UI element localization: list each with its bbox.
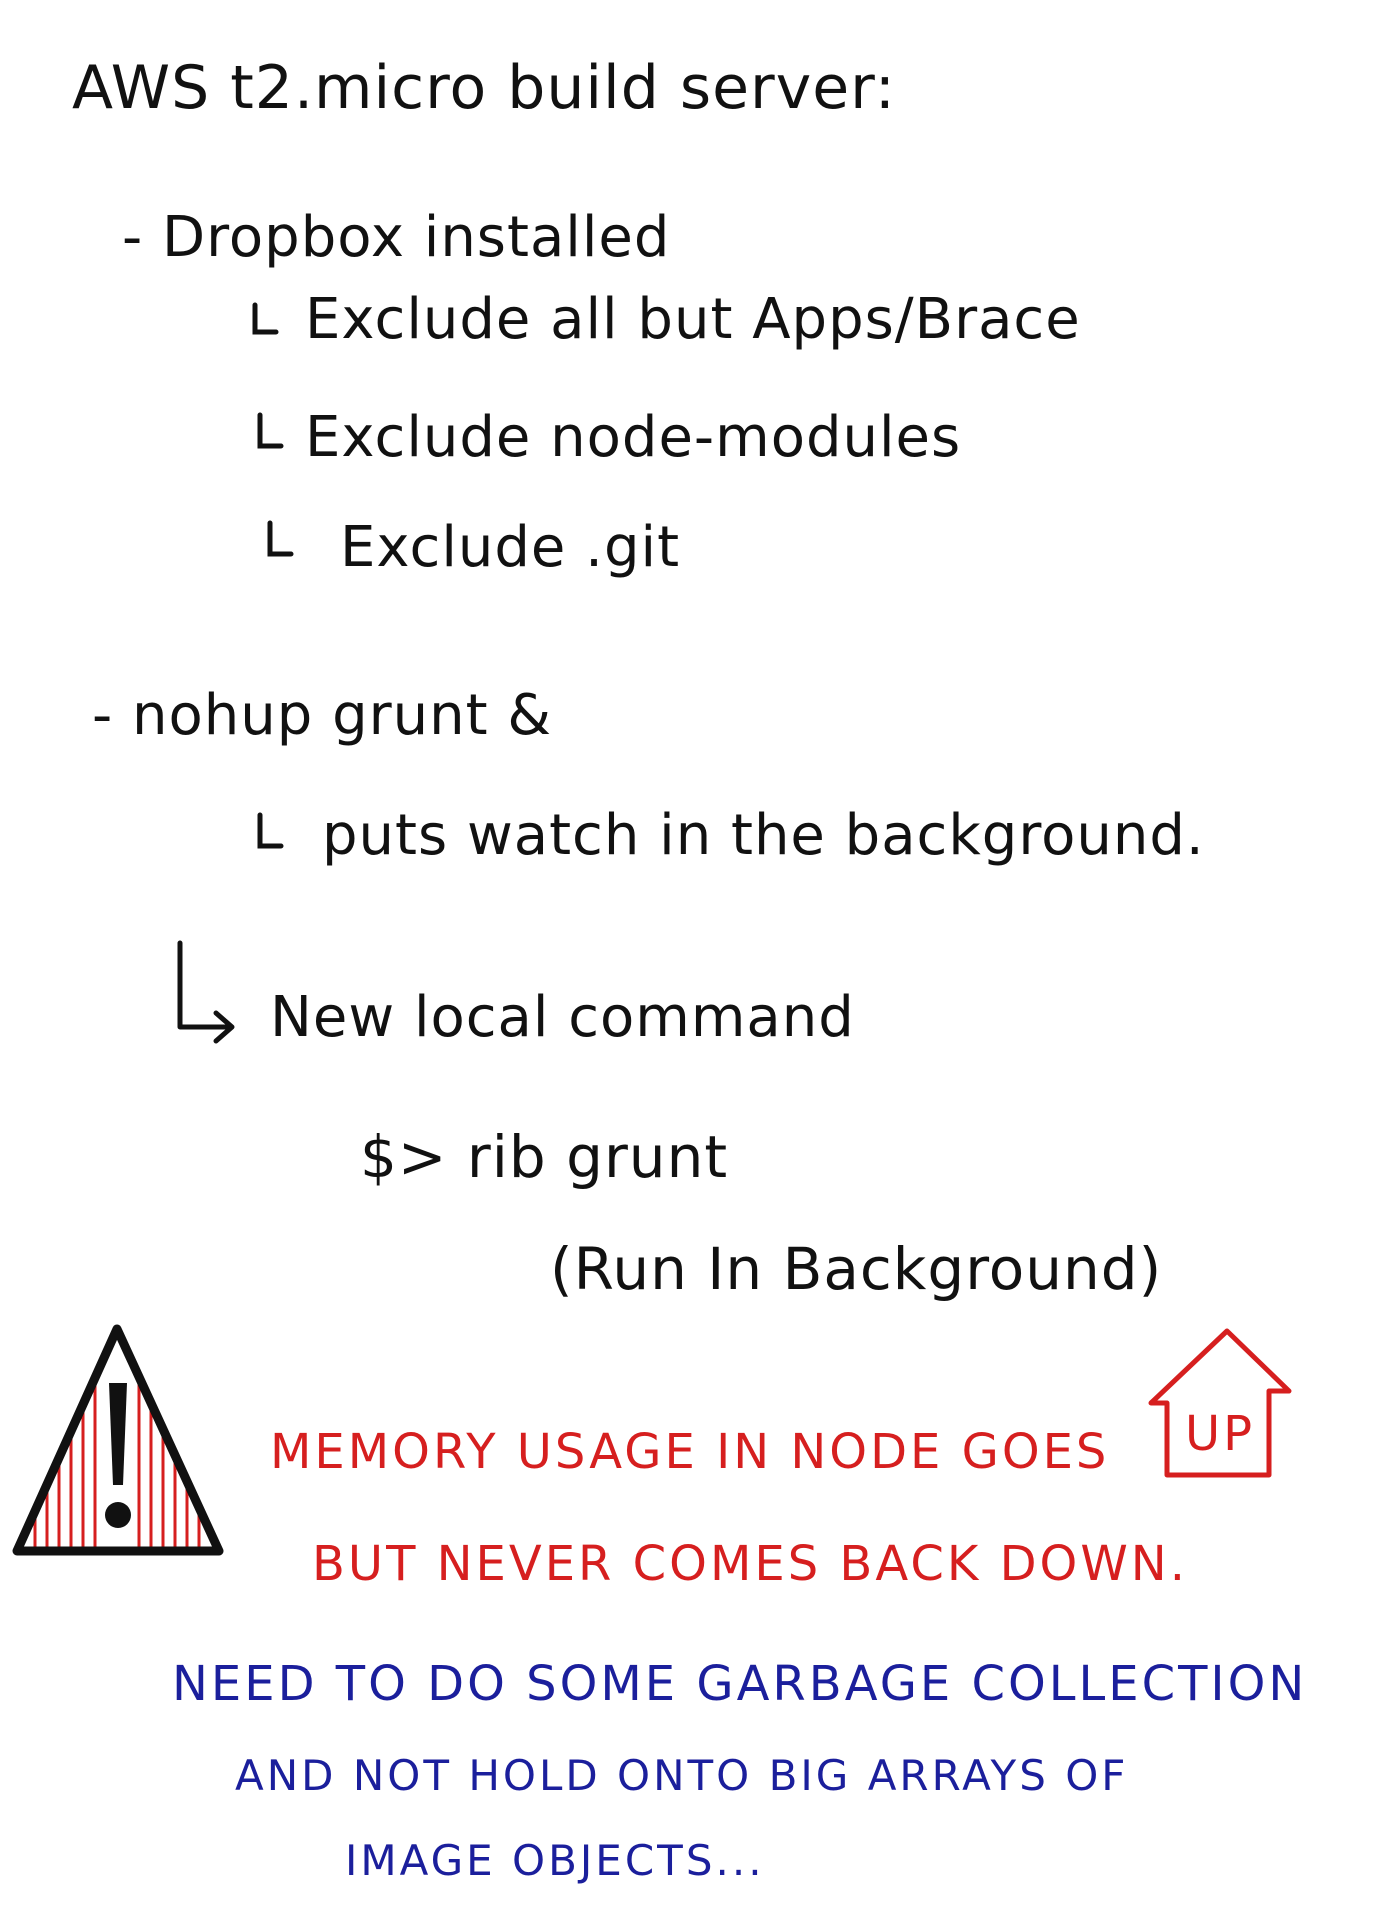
warning-triangle-icon: [12, 1324, 224, 1556]
subitem-exclude-git: Exclude .git: [340, 515, 681, 580]
sub-item-marker-icon: [267, 520, 294, 557]
bullet-nohup-grunt: - nohup grunt &: [92, 683, 553, 748]
sub-item-marker-icon: [252, 302, 279, 335]
new-local-command-label: New local command: [270, 985, 855, 1050]
command-explanation: (Run In Background): [550, 1235, 1163, 1303]
warning-line-2: BUT NEVER COMES BACK DOWN.: [312, 1536, 1188, 1592]
subitem-puts-watch: puts watch in the background.: [322, 803, 1205, 868]
subitem-exclude-all: Exclude all but Apps/Brace: [305, 287, 1081, 352]
bullet-dropbox: - Dropbox installed: [122, 205, 671, 270]
warning-up-label: UP: [1185, 1406, 1256, 1462]
sub-item-marker-icon: [257, 412, 284, 449]
todo-line-3: IMAGE OBJECTS...: [345, 1836, 765, 1885]
warning-line-1: MEMORY USAGE IN NODE GOES: [270, 1424, 1110, 1480]
subitem-exclude-node-modules: Exclude node-modules: [305, 405, 962, 470]
up-arrow-icon: [1148, 1328, 1292, 1478]
sub-item-marker-icon: [257, 812, 284, 849]
arrow-hook-icon: [177, 940, 235, 1044]
todo-line-2: AND NOT HOLD ONTO BIG ARRAYS OF: [235, 1751, 1129, 1800]
command-rib-grunt: $> rib grunt: [360, 1123, 729, 1191]
todo-line-1: NEED TO DO SOME GARBAGE COLLECTION: [172, 1656, 1308, 1712]
page-title: AWS t2.micro build server:: [72, 53, 896, 123]
